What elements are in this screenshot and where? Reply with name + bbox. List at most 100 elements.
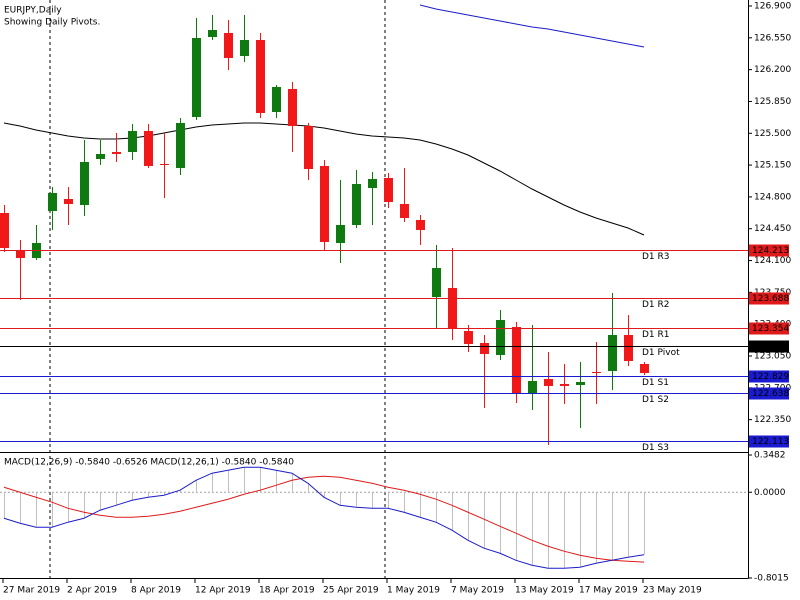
y-tick-label: 124.800: [754, 192, 791, 202]
candle-body: [16, 250, 25, 258]
pivot-label: D1 R1: [642, 330, 670, 340]
candle-body: [288, 89, 297, 126]
candle-body: [384, 178, 393, 202]
moving-average: [419, 4, 645, 48]
pivot-label: D1 R2: [642, 300, 670, 310]
x-tick-label: 12 Apr 2019: [195, 586, 251, 596]
x-tick-label: 27 Mar 2019: [3, 586, 60, 596]
candle-body: [496, 320, 505, 355]
candle-body: [80, 162, 89, 205]
candle-body: [112, 152, 121, 154]
x-tick-label: 25 Apr 2019: [323, 586, 379, 596]
macd-bar: [52, 492, 53, 528]
macd-bar: [4, 492, 5, 519]
pivot-label: D1 S3: [642, 443, 669, 453]
macd-bar: [276, 470, 277, 493]
candle-body: [304, 126, 313, 169]
macd-bar: [612, 492, 613, 561]
macd-bar: [228, 470, 229, 493]
candle-body: [208, 30, 217, 37]
price-tag: [749, 244, 789, 257]
price-tag: [749, 340, 789, 353]
x-tick-label: 13 May 2019: [515, 586, 574, 596]
candle-body: [448, 288, 457, 328]
y-tick-label: 124.450: [754, 224, 791, 234]
moving-average: [3, 122, 645, 236]
macd-bar: [260, 467, 261, 493]
macd-bar: [196, 480, 197, 493]
macd-bar: [372, 492, 373, 509]
macd-bar: [388, 492, 389, 509]
macd-bar: [116, 492, 117, 506]
macd-bar: [468, 492, 469, 541]
macd-bar: [180, 490, 181, 493]
macd-bar: [548, 492, 549, 569]
candle-body: [528, 381, 537, 394]
candle-body: [576, 382, 585, 385]
pivot-label: D1 S1: [642, 378, 669, 388]
price-tag-label: 122.113: [752, 437, 789, 447]
y-tick-label: 126.900: [754, 2, 791, 12]
price-tag-label: 124.213: [752, 246, 789, 256]
macd-bar: [596, 492, 597, 564]
x-tick-label: 23 May 2019: [643, 586, 702, 596]
macd-line: [3, 475, 645, 563]
candle-body: [416, 220, 425, 230]
macd-bar: [500, 492, 501, 554]
x-tick-label: 8 Apr 2019: [131, 586, 181, 596]
macd-bar: [164, 492, 165, 496]
y-tick-label: 125.150: [754, 161, 791, 171]
candle-body: [96, 154, 105, 159]
macd-bar: [580, 492, 581, 568]
macd-bar: [36, 492, 37, 528]
macd-bar: [404, 492, 405, 513]
macd-bar: [484, 492, 485, 549]
candle-body: [0, 213, 9, 248]
macd-bar: [356, 492, 357, 508]
candle-body: [400, 204, 409, 218]
macd-bar: [308, 483, 309, 493]
price-tag-label: 122.638: [752, 389, 789, 399]
macd-bar: [68, 492, 69, 523]
macd-bar: [452, 492, 453, 531]
y-tick-label: 0.0000: [754, 488, 786, 498]
macd-bar: [644, 492, 645, 555]
price-tag: [749, 292, 789, 305]
price-tag-label: 122.829: [752, 372, 789, 382]
macd-bar: [564, 492, 565, 569]
price-tag: [749, 435, 789, 448]
macd-bar: [340, 492, 341, 506]
candle-body: [272, 87, 281, 112]
macd-bar: [324, 492, 325, 498]
candle-body: [592, 372, 601, 373]
candle-body: [128, 131, 137, 152]
candle-body: [608, 335, 617, 371]
price-tag: [749, 370, 789, 383]
macd-bar: [628, 492, 629, 558]
candle-body: [512, 327, 521, 393]
pivot-label: D1 R3: [642, 252, 670, 262]
candle-body: [320, 166, 329, 242]
macd-bar: [148, 492, 149, 498]
candle-body: [240, 40, 249, 56]
candle-body: [144, 131, 153, 166]
candle-body: [544, 379, 553, 386]
indicator-title: MACD(12,26,9) -0.5840 -0.6526 MACD(12,26…: [4, 458, 294, 468]
macd-bar: [420, 492, 421, 518]
candle-body: [224, 33, 233, 58]
candle-body: [336, 225, 345, 243]
y-tick-label: 126.550: [754, 33, 791, 43]
macd-bar: [84, 492, 85, 519]
candle-body: [624, 335, 633, 361]
candle-body: [64, 199, 73, 204]
price-tag-label: 123.354: [752, 324, 789, 334]
price-tag-label: 123.163: [752, 342, 789, 352]
price-tag-label: 123.688: [752, 294, 789, 304]
x-tick-label: 7 May 2019: [451, 586, 504, 596]
macd-line: [3, 466, 645, 569]
candle-body: [464, 331, 473, 344]
macd-bar: [100, 492, 101, 511]
